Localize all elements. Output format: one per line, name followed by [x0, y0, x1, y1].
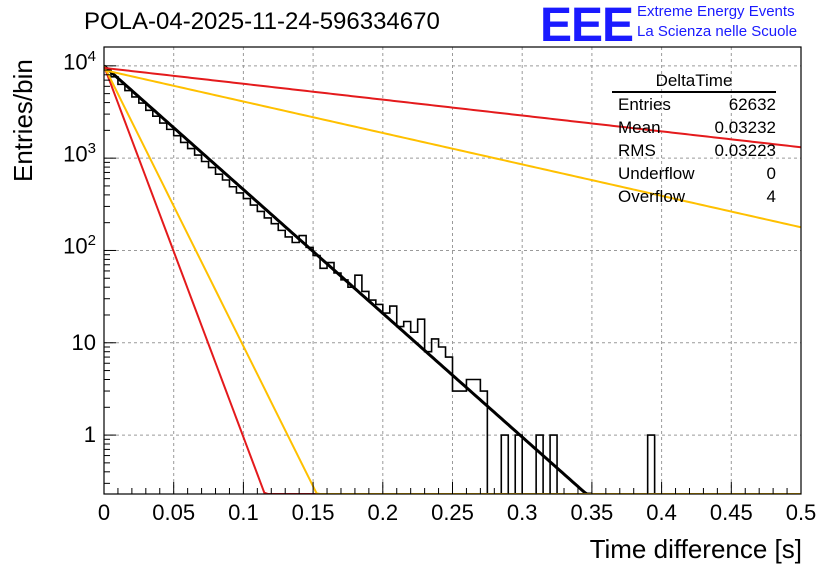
stats-label: RMS [618, 141, 656, 160]
curve-orange-steep [104, 65, 801, 494]
stats-row-entries: Entries 62632 [612, 93, 776, 116]
y-tick-exponent: 2 [87, 232, 96, 250]
curve-orange-shallow [104, 69, 801, 229]
x-tick-label: 0.15 [291, 500, 335, 525]
stats-row-rms: RMS 0.03223 [612, 139, 776, 162]
x-tick-label: 0.3 [506, 500, 538, 525]
stats-row-overflow: Overflow 4 [612, 185, 776, 208]
y-tick-base: 10 [63, 141, 88, 167]
stats-row-mean: Mean 0.03232 [612, 116, 776, 139]
curve-red-shallow [104, 66, 801, 149]
y-tick-label: 1 [36, 422, 96, 448]
stats-value: 0 [766, 164, 776, 183]
y-tick-base: 10 [71, 329, 96, 355]
stats-label: Overflow [618, 187, 686, 206]
stats-title: DeltaTime [612, 71, 776, 93]
x-tick-label: 0.25 [431, 500, 474, 525]
stats-row-underflow: Underflow 0 [612, 162, 776, 185]
chart-title: POLA-04-2025-11-24-596334670 [84, 8, 440, 35]
stats-label: Entries [618, 95, 671, 114]
curve-fit [104, 64, 592, 494]
stats-value: 62632 [728, 95, 776, 114]
stats-label: Underflow [618, 164, 695, 183]
stats-label: Mean [618, 118, 661, 137]
y-tick-label: 103 [36, 140, 96, 167]
x-tick-label: 0.45 [709, 500, 753, 525]
stats-box: DeltaTime Entries 62632 Mean 0.03232 RMS… [612, 71, 776, 208]
y-tick-label: 10 [36, 330, 96, 356]
logo-line-2: La Scienza nelle Scuole [637, 23, 798, 40]
x-tick-label: 0 [97, 500, 111, 525]
logo-line-1: Extreme Energy Events [637, 3, 795, 20]
y-axis-label: Entries/bin [8, 59, 38, 182]
x-tick-label: 0.2 [367, 500, 399, 525]
curve-red-steep [104, 65, 801, 494]
y-tick-label: 104 [36, 48, 96, 75]
y-tick-base: 1 [83, 422, 96, 448]
stats-value: 4 [766, 187, 776, 206]
y-tick-base: 10 [63, 49, 88, 75]
y-tick-exponent: 4 [87, 47, 96, 65]
y-tick-label: 102 [36, 232, 96, 259]
eee-logo: EEE [540, 0, 634, 52]
y-tick-exponent: 3 [87, 140, 96, 158]
x-tick-label: 0.1 [228, 500, 259, 525]
y-tick-base: 10 [63, 233, 88, 259]
x-axis-label: Time difference [s] [589, 534, 802, 564]
x-tick-label: 0.35 [570, 500, 614, 525]
x-tick-label: 0.5 [785, 500, 817, 525]
stats-value: 0.03223 [714, 141, 776, 160]
stats-value: 0.03232 [714, 118, 776, 137]
x-tick-label: 0.4 [646, 500, 677, 525]
x-tick-label: 0.05 [152, 500, 196, 525]
histogram-steps [104, 69, 656, 494]
